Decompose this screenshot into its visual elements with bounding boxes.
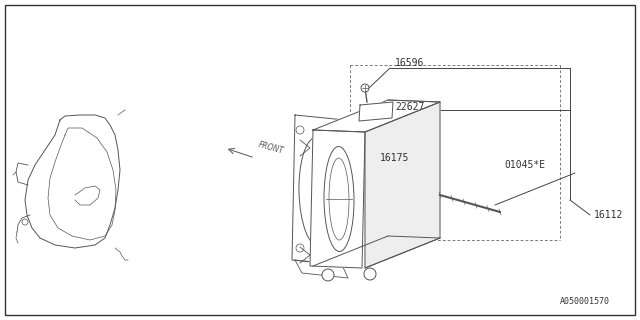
Text: A050001570: A050001570 xyxy=(560,298,610,307)
Polygon shape xyxy=(310,130,365,268)
Text: 16596: 16596 xyxy=(395,58,424,68)
Circle shape xyxy=(361,84,369,92)
Text: 01045*E: 01045*E xyxy=(504,160,545,170)
Text: FRONT: FRONT xyxy=(257,140,284,156)
Polygon shape xyxy=(359,102,393,121)
Circle shape xyxy=(364,268,376,280)
Circle shape xyxy=(322,269,334,281)
Polygon shape xyxy=(313,100,440,132)
Polygon shape xyxy=(365,102,440,268)
Text: 22627: 22627 xyxy=(395,102,424,112)
Text: 16112: 16112 xyxy=(594,210,623,220)
Text: 16175: 16175 xyxy=(380,153,410,163)
